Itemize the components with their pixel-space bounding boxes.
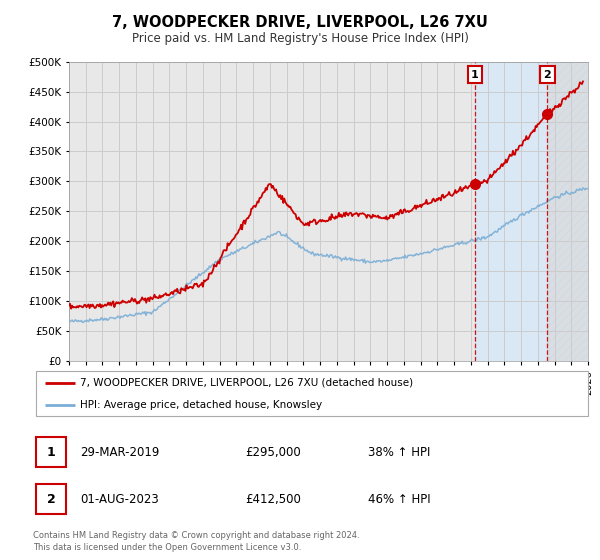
Text: Contains HM Land Registry data © Crown copyright and database right 2024.: Contains HM Land Registry data © Crown c… [33,531,359,540]
Text: £295,000: £295,000 [245,446,301,459]
FancyBboxPatch shape [36,484,67,514]
Text: 1: 1 [47,446,56,459]
Text: 01-AUG-2023: 01-AUG-2023 [80,493,159,506]
Text: Price paid vs. HM Land Registry's House Price Index (HPI): Price paid vs. HM Land Registry's House … [131,31,469,45]
Text: £412,500: £412,500 [245,493,301,506]
Text: 29-MAR-2019: 29-MAR-2019 [80,446,160,459]
Text: 1: 1 [471,70,479,80]
Bar [475,62,547,361]
Text: HPI: Average price, detached house, Knowsley: HPI: Average price, detached house, Know… [80,400,323,410]
FancyBboxPatch shape [36,371,588,416]
Text: 7, WOODPECKER DRIVE, LIVERPOOL, L26 7XU (detached house): 7, WOODPECKER DRIVE, LIVERPOOL, L26 7XU … [80,378,413,388]
Text: 46% ↑ HPI: 46% ↑ HPI [368,493,430,506]
Text: This data is licensed under the Open Government Licence v3.0.: This data is licensed under the Open Gov… [33,543,301,552]
Text: 7, WOODPECKER DRIVE, LIVERPOOL, L26 7XU: 7, WOODPECKER DRIVE, LIVERPOOL, L26 7XU [112,15,488,30]
FancyBboxPatch shape [36,437,67,467]
Text: 2: 2 [544,70,551,80]
Text: 2: 2 [47,493,56,506]
Text: 38% ↑ HPI: 38% ↑ HPI [368,446,430,459]
Bar [547,62,588,361]
